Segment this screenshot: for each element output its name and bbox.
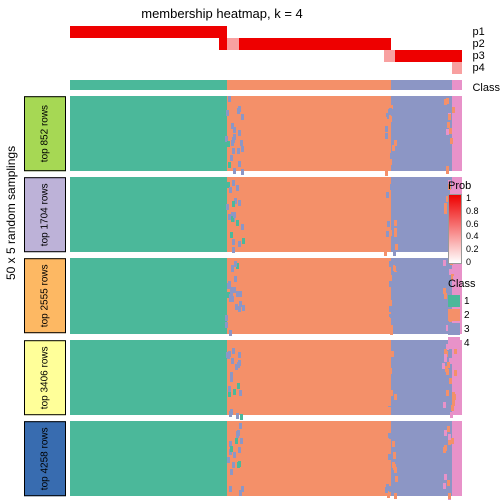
- p-label: p2: [472, 38, 500, 50]
- y-axis-label: 50 x 5 random samplings: [4, 146, 18, 280]
- prob-tick: 1: [466, 194, 471, 203]
- block-label: top 4258 rows: [24, 421, 66, 496]
- p4-row: [70, 62, 462, 74]
- block-label: top 3406 rows: [24, 340, 66, 415]
- block-label: top 852 rows: [24, 96, 66, 171]
- heatmap-block: [70, 258, 462, 333]
- heatmap-block: [70, 177, 462, 252]
- class-legend-label: 1: [464, 296, 470, 307]
- class-legend-item: 4: [448, 336, 500, 350]
- block-labels: top 852 rows top 1704 rows top 2555 rows to…: [24, 96, 66, 496]
- block-label: top 1704 rows: [24, 177, 66, 252]
- prob-tick: 0.8: [466, 207, 479, 216]
- class-legend-item: 1: [448, 294, 500, 308]
- class-swatch: [448, 295, 460, 307]
- heatmap-block: [70, 421, 462, 496]
- prob-tick: 0.2: [466, 245, 479, 254]
- heatmap-body: [70, 96, 462, 496]
- class-swatch: [448, 323, 460, 335]
- prob-tick: 0.6: [466, 220, 479, 229]
- class-swatch: [448, 337, 460, 349]
- p3-row: [70, 50, 462, 62]
- class-legend-item: 3: [448, 322, 500, 336]
- membership-prob-rows: [70, 26, 462, 74]
- block-label: top 2555 rows: [24, 258, 66, 333]
- p-label: p1: [472, 26, 500, 38]
- class-swatch: [448, 309, 460, 321]
- prob-legend-title: Prob: [448, 180, 500, 192]
- prob-tick: 0.4: [466, 232, 479, 241]
- class-legend-label: 4: [464, 338, 470, 349]
- p-row-labels: p1p2p3p4 Class: [472, 26, 500, 94]
- p-label: p4: [472, 62, 500, 74]
- p1-row: [70, 26, 462, 38]
- p2-row: [70, 38, 462, 50]
- class-legend-label: 3: [464, 324, 470, 335]
- p-label: p3: [472, 50, 500, 62]
- heatmap-block: [70, 340, 462, 415]
- prob-colorbar: [448, 194, 462, 264]
- class-legend-item: 2: [448, 308, 500, 322]
- class-legend-items: 1 2 3 4: [448, 294, 500, 350]
- legend: Prob 1 0.8 0.6 0.4 0.2 0 Class 1 2 3 4: [448, 180, 500, 350]
- prob-tick: 0: [466, 258, 471, 267]
- class-annotation-bar: [70, 80, 462, 90]
- class-label: Class: [472, 82, 500, 94]
- class-legend-label: 2: [464, 310, 470, 321]
- heatmap-block: [70, 96, 462, 171]
- class-legend-title: Class: [448, 278, 500, 290]
- chart-title: membership heatmap, k = 4: [0, 6, 444, 21]
